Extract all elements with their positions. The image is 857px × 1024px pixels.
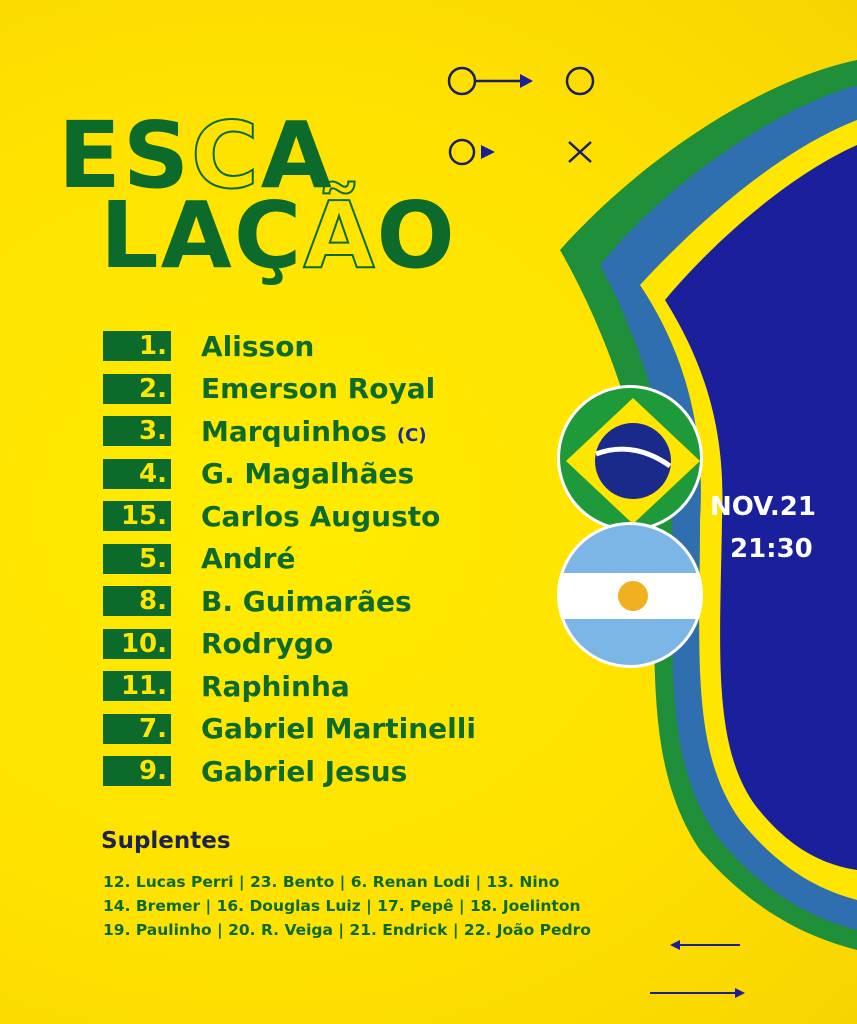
arrow-decorations (650, 940, 745, 998)
lineup-row: 7. Gabriel Martinelli (103, 711, 476, 747)
match-date: NOV.21 (710, 492, 816, 522)
player-name: Raphinha (201, 669, 350, 703)
brazil-flag-icon (557, 385, 703, 531)
lineup-row: 1. Alisson (103, 328, 314, 364)
captain-badge: (C) (396, 424, 427, 446)
player-name: Gabriel Jesus (201, 754, 408, 788)
subs-line: 14. Bremer | 16. Douglas Luiz | 17. Pepê… (103, 897, 581, 915)
argentina-flag-icon (557, 522, 703, 668)
subs-list: 12. Lucas Perri | 23. Bento | 6. Renan L… (103, 870, 591, 942)
tactics-icons (447, 66, 595, 166)
player-number: 5. (103, 543, 171, 574)
player-number: 8. (103, 586, 171, 616)
lineup-row: 10. Rodrygo (103, 626, 333, 662)
player-number: 9. (103, 756, 171, 786)
player-name: Alisson (201, 329, 315, 363)
player-number: 10. (103, 628, 171, 659)
lineup-row: 8. B. Guimarães (103, 583, 412, 619)
page-title: ESCA (58, 102, 334, 209)
subs-line: 12. Lucas Perri | 23. Bento | 6. Renan L… (103, 873, 560, 891)
player-name: André (201, 542, 296, 575)
player-number: 11. (103, 671, 171, 701)
player-name: Carlos Augusto (201, 499, 441, 533)
subs-line: 19. Paulinho | 20. R. Veiga | 21. Endric… (103, 921, 591, 939)
match-time: 21:30 (730, 534, 813, 564)
player-name: Marquinhos (C) (201, 414, 427, 448)
player-name: Emerson Royal (201, 372, 436, 405)
player-number: 3. (103, 416, 171, 446)
lineup-row: 15. Carlos Augusto (103, 498, 440, 534)
player-number: 7. (103, 713, 171, 744)
subs-heading: Suplentes (101, 828, 231, 854)
player-number: 4. (103, 458, 171, 489)
lineup-row: 9. Gabriel Jesus (103, 753, 407, 789)
player-number: 2. (103, 373, 171, 404)
page-title-line2: LAÇÃO (100, 182, 457, 289)
player-name: Gabriel Martinelli (201, 712, 476, 745)
lineup-row: 4. G. Magalhães (103, 456, 414, 492)
lineup-row: 2. Emerson Royal (103, 371, 435, 407)
player-name: Rodrygo (201, 627, 334, 660)
lineup-row: 3. Marquinhos (C) (103, 413, 427, 449)
lineup-row: 11. Raphinha (103, 668, 350, 704)
player-number: 1. (103, 331, 171, 361)
lineup-row: 5. André (103, 541, 295, 577)
player-name: B. Guimarães (201, 584, 412, 618)
player-name: G. Magalhães (201, 457, 415, 490)
player-number: 15. (103, 501, 171, 531)
